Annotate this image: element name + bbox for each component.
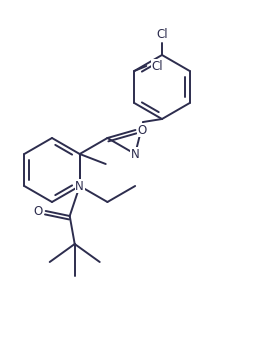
Text: O: O xyxy=(138,124,147,137)
Text: N: N xyxy=(131,148,140,160)
Text: Cl: Cl xyxy=(156,28,168,40)
Text: N: N xyxy=(75,179,84,193)
Text: Cl: Cl xyxy=(152,59,163,72)
Text: O: O xyxy=(33,205,42,217)
